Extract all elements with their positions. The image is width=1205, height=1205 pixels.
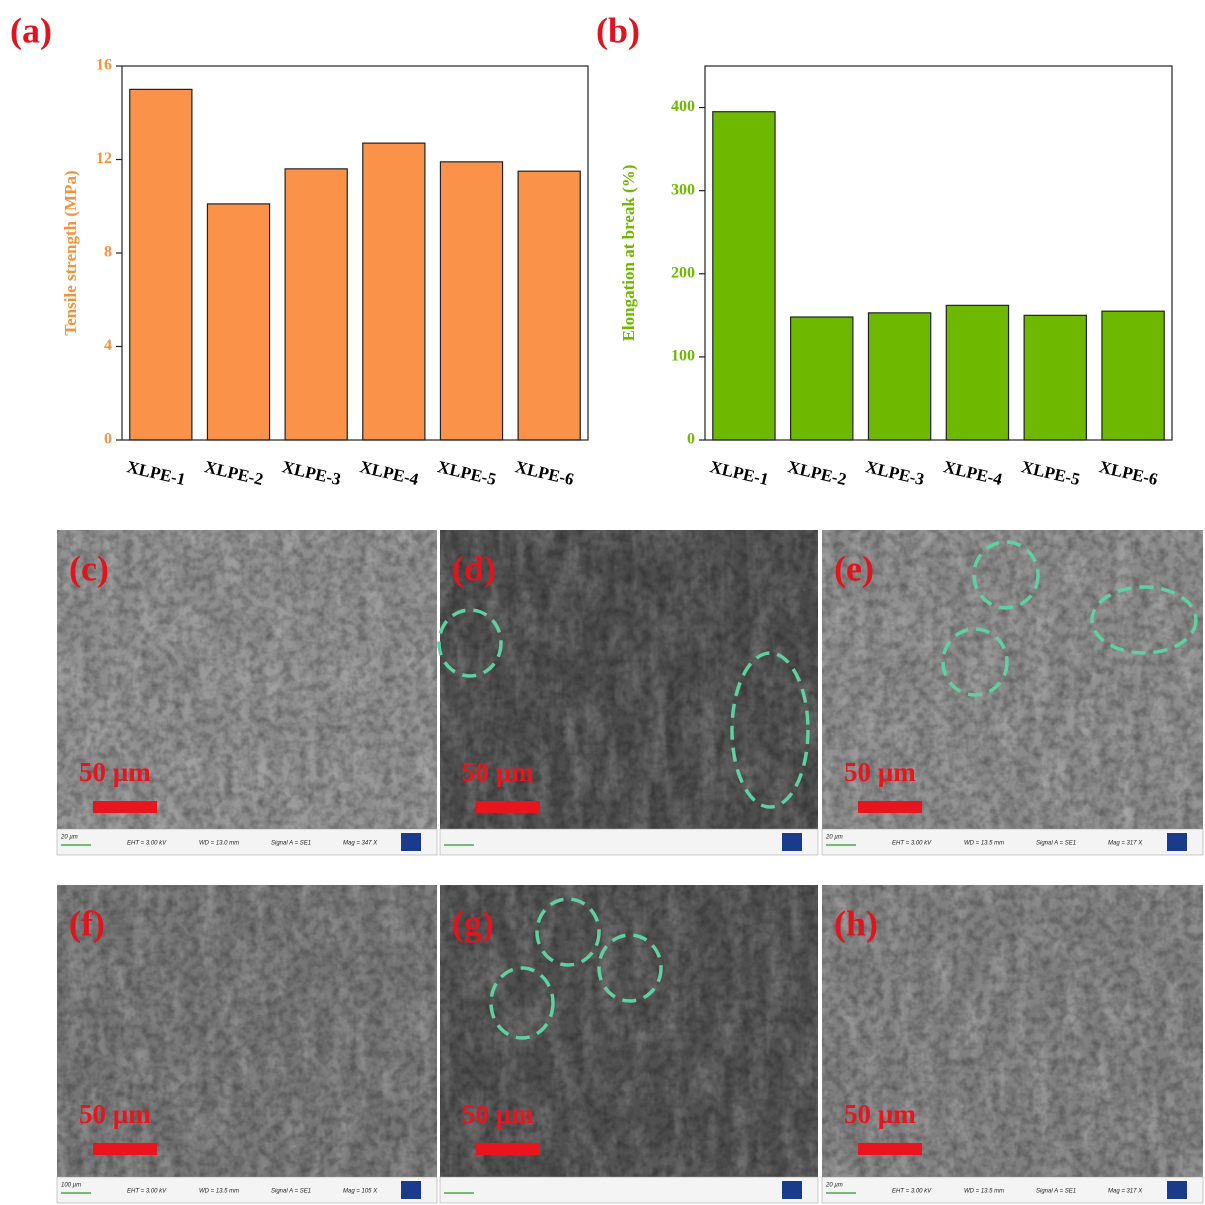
sem-footer bbox=[440, 829, 818, 855]
bar bbox=[518, 171, 580, 440]
footer-text: WD = 13.5 mm bbox=[964, 1189, 1004, 1195]
footer-text: EHT = 3.00 kV bbox=[892, 841, 932, 847]
footer-text: WD = 13.0 mm bbox=[199, 841, 239, 847]
bar bbox=[207, 204, 269, 440]
x-tick-label: XLPE-6 bbox=[1097, 457, 1159, 489]
scale-label: 50 µm bbox=[844, 757, 916, 787]
x-tick-label: XLPE-4 bbox=[358, 457, 421, 489]
bar bbox=[130, 89, 192, 440]
x-tick-label: XLPE-3 bbox=[864, 457, 926, 489]
x-tick-label: XLPE-3 bbox=[280, 457, 342, 489]
footer-text: 20 µm bbox=[60, 835, 78, 841]
footer-text: Signal A = SE1 bbox=[271, 1189, 311, 1195]
sem-footer bbox=[822, 829, 1203, 855]
y-tick-label: 100 bbox=[671, 348, 695, 365]
scale-bar bbox=[858, 1143, 922, 1155]
zeiss-logo bbox=[401, 1181, 421, 1199]
x-tick-label: XLPE-6 bbox=[513, 457, 575, 489]
zeiss-logo bbox=[1167, 833, 1187, 851]
sem-footer bbox=[57, 829, 437, 855]
x-tick-label: XLPE-1 bbox=[125, 457, 187, 489]
sem-texture bbox=[440, 885, 818, 1177]
footer-text: Mag = 105 X bbox=[343, 1189, 378, 1195]
scale-label: 50 µm bbox=[462, 1099, 534, 1129]
x-tick-label: XLPE-2 bbox=[203, 457, 265, 489]
y-tick-label: 16 bbox=[96, 57, 112, 74]
footer-text: Mag = 347 X bbox=[343, 841, 378, 847]
scale-label: 50 µm bbox=[79, 1099, 151, 1129]
footer-text: Signal A = SE1 bbox=[1036, 1189, 1076, 1195]
footer-text: Signal A = SE1 bbox=[1036, 841, 1076, 847]
sem-footer bbox=[440, 1177, 818, 1203]
footer-text: WD = 13.5 mm bbox=[199, 1189, 239, 1195]
footer-text: EHT = 3.00 kV bbox=[127, 841, 167, 847]
panel-label: (f) bbox=[69, 903, 105, 943]
x-tick-label: XLPE-4 bbox=[942, 457, 1005, 489]
scale-label: 50 µm bbox=[462, 757, 534, 787]
panel-label: (h) bbox=[834, 903, 878, 943]
footer-text: WD = 13.5 mm bbox=[964, 841, 1004, 847]
y-tick-label: 0 bbox=[687, 431, 695, 448]
bar bbox=[1102, 311, 1164, 440]
sem-footer bbox=[57, 1177, 437, 1203]
panel-label: (b) bbox=[596, 10, 640, 50]
y-tick-label: 300 bbox=[671, 181, 695, 198]
zeiss-logo bbox=[782, 833, 802, 851]
footer-text: EHT = 3.00 kV bbox=[892, 1189, 932, 1195]
zeiss-logo bbox=[401, 833, 421, 851]
y-axis-label: Elongation at break (%) bbox=[619, 165, 638, 342]
panel-label: (d) bbox=[452, 548, 496, 588]
scale-bar bbox=[93, 1143, 157, 1155]
bar bbox=[868, 313, 930, 440]
sem-footer bbox=[822, 1177, 1203, 1203]
scale-bar bbox=[93, 801, 157, 813]
sem-texture bbox=[822, 885, 1203, 1177]
x-tick-label: XLPE-5 bbox=[436, 457, 498, 489]
panel-label: (c) bbox=[69, 548, 109, 588]
y-tick-label: 8 bbox=[104, 244, 112, 261]
bar bbox=[285, 169, 347, 440]
zeiss-logo bbox=[782, 1181, 802, 1199]
bar bbox=[1024, 315, 1086, 440]
y-tick-label: 0 bbox=[104, 431, 112, 448]
figure: XLPE-1 XLPE-2 XLPE-3 XLPE-4 XLPE-5 XLPE-6 0 4 8 1… bbox=[0, 0, 1205, 1205]
panel-label: (a) bbox=[10, 10, 52, 50]
panel-label: (g) bbox=[452, 903, 494, 943]
y-tick-label: 12 bbox=[96, 150, 112, 167]
footer-text: Mag = 317 X bbox=[1108, 841, 1143, 847]
x-tick-label: XLPE-2 bbox=[786, 457, 848, 489]
bar bbox=[363, 143, 425, 440]
bar bbox=[713, 112, 775, 440]
footer-text: Signal A = SE1 bbox=[271, 841, 311, 847]
footer-text: EHT = 3.00 kV bbox=[127, 1189, 167, 1195]
bar bbox=[791, 317, 853, 440]
y-tick-label: 400 bbox=[671, 98, 695, 115]
scale-bar bbox=[476, 1143, 540, 1155]
panel-label: (e) bbox=[834, 548, 874, 588]
footer-text: 20 µm bbox=[825, 835, 843, 841]
scale-label: 50 µm bbox=[79, 757, 151, 787]
footer-text: 20 µm bbox=[825, 1183, 843, 1189]
x-tick-label: XLPE-1 bbox=[708, 457, 770, 489]
sem-texture bbox=[57, 885, 437, 1177]
y-tick-label: 200 bbox=[671, 264, 695, 281]
footer-text: 100 µm bbox=[61, 1183, 81, 1189]
x-tick-label: XLPE-5 bbox=[1019, 457, 1081, 489]
footer-text: Mag = 317 X bbox=[1108, 1189, 1143, 1195]
scale-label: 50 µm bbox=[844, 1099, 916, 1129]
scale-bar bbox=[858, 801, 922, 813]
bar bbox=[946, 305, 1008, 440]
zeiss-logo bbox=[1167, 1181, 1187, 1199]
y-tick-label: 4 bbox=[104, 337, 112, 354]
y-axis-label: Tensile strength (MPa) bbox=[61, 170, 80, 335]
bar bbox=[440, 162, 502, 440]
scale-bar bbox=[476, 801, 540, 813]
